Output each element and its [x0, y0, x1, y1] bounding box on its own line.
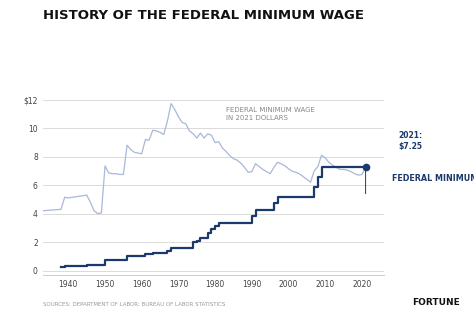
Text: FEDERAL MINIMUM WAGE: FEDERAL MINIMUM WAGE: [392, 174, 474, 183]
Text: SOURCES: DEPARTMENT OF LABOR; BUREAU OF LABOR STATISTICS: SOURCES: DEPARTMENT OF LABOR; BUREAU OF …: [43, 301, 225, 307]
Text: 2021:
$7.25: 2021: $7.25: [398, 131, 422, 150]
Text: FORTUNE: FORTUNE: [412, 298, 460, 307]
Text: FEDERAL MINIMUM WAGE
IN 2021 DOLLARS: FEDERAL MINIMUM WAGE IN 2021 DOLLARS: [226, 107, 315, 121]
Text: HISTORY OF THE FEDERAL MINIMUM WAGE: HISTORY OF THE FEDERAL MINIMUM WAGE: [43, 9, 364, 22]
